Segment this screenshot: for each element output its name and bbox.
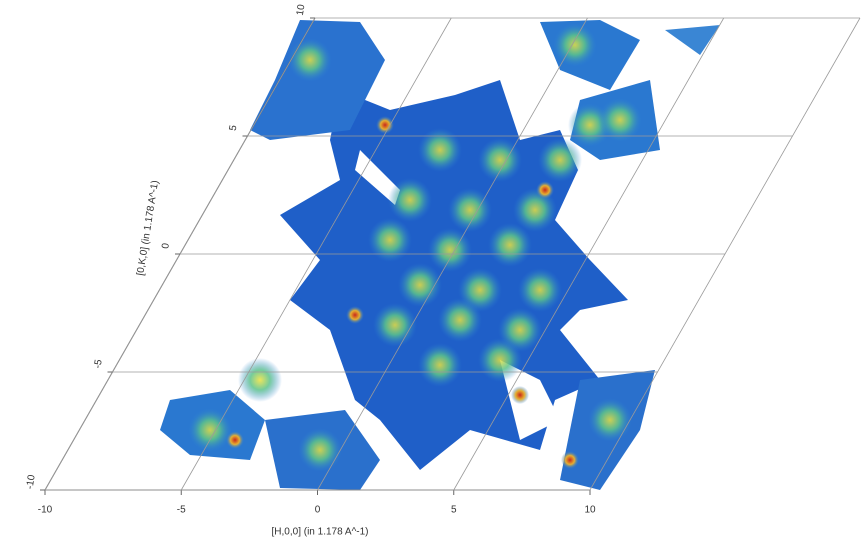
intensity-peak [226,431,244,449]
intensity-spot [553,23,597,67]
intensity-spot [373,303,417,347]
intensity-spot [588,398,632,442]
y-tick-label: -5 [93,358,105,369]
intensity-peak [376,116,394,134]
y-tick-label: 0 [160,242,172,250]
intensity-spot [368,218,412,262]
y-tick-label: 10 [295,3,308,16]
intensity-spot [518,268,562,312]
x-tick-label: 0 [315,505,321,516]
intensity-spot [538,138,582,182]
intensity-peak [346,306,364,324]
intensity-spot [488,223,532,267]
intensity-spot [298,428,342,472]
intensity-peak [561,451,579,469]
intensity-spot [438,298,482,342]
chart: -10 -5 0 5 10 -10 -5 0 5 10 [H,0,0] (in 1.178 A^-… [0,0,865,544]
intensity-peak [511,386,529,404]
intensity-spot [598,98,642,142]
intensity-spot [478,338,522,382]
x-tick-label: 10 [584,505,596,516]
intensity-spot [428,228,472,272]
x-tick-label: -5 [177,505,186,516]
intensity-spot [288,38,332,82]
patch [665,25,720,55]
intensity-spot [398,263,442,307]
intensity-spot [188,408,232,452]
x-axis-label: [H,0,0] (in 1.178 A^-1) [272,527,369,538]
intensity-spot [448,188,492,232]
intensity-spot [418,343,462,387]
intensity-map [160,20,720,490]
intensity-spot [388,178,432,222]
intensity-spot [418,128,462,172]
y-tick-label: 5 [228,124,240,132]
x-tick-label: -10 [38,505,53,516]
y-axis-label: [0,K,0] (in 1.178 A^-1) [135,180,161,277]
y-tick-label: -10 [25,474,38,490]
intensity-peak [536,181,554,199]
x-tick-label: 5 [451,505,457,516]
